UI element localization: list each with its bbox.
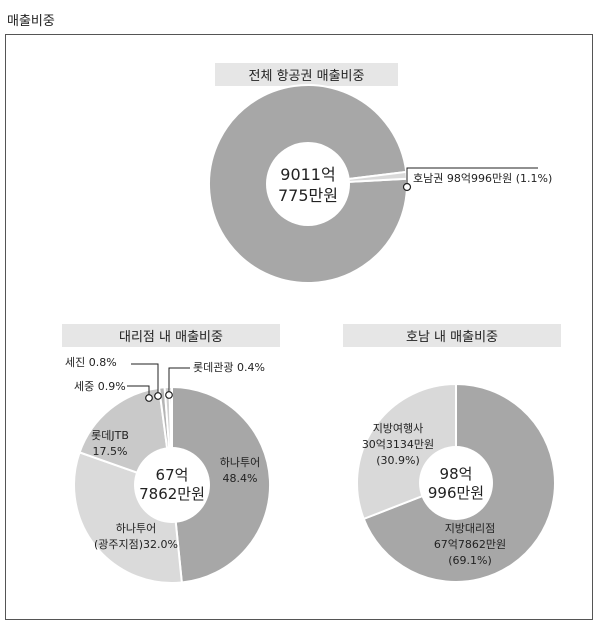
slice-pct-local-travel: (30.9%) (376, 454, 420, 467)
slice-label-local-travel: 지방여행사 (373, 422, 424, 435)
chart-title-box (62, 324, 280, 347)
page-heading: 매출비중 (7, 14, 55, 29)
center-label-line2: 775만원 (278, 186, 338, 205)
chart-honam: 호남 내 매출비중 98억 996만원 지방여행사 30억3134만원 (30.… (343, 324, 561, 583)
leader-line (406, 167, 538, 187)
donut-hole (266, 142, 350, 226)
chart-frame (5, 34, 593, 620)
leader-line-sejin (131, 363, 159, 396)
slice-value-hanatour-gwangju: (광주지점)32.0% (94, 538, 178, 551)
center-label-line2: 7862만원 (139, 485, 205, 503)
center-label-line1: 98억 (440, 465, 473, 483)
chart-title: 대리점 내 매출비중 (119, 330, 223, 345)
chart-title-box (215, 63, 398, 86)
slice-label-hanatour-gwangju: 하나투어 (116, 521, 156, 535)
leader-marker (402, 182, 412, 192)
chart-total: 전체 항공권 매출비중 9011억 775만원 호남권 98억996만원 (1.… (208, 63, 552, 284)
slice-pct-local-agency: (69.1%) (448, 554, 492, 567)
leader-marker-sejin (154, 392, 162, 400)
center-label-line1: 9011억 (280, 165, 335, 184)
leader-line-sejung (127, 385, 150, 398)
pie-slice-1 (171, 385, 272, 584)
leader-line-lottetour (168, 367, 190, 395)
donut-hole (134, 447, 210, 523)
slice-amount-local-agency: 67억7862만원 (434, 538, 506, 551)
slice-value-lottejtb: 17.5% (93, 445, 128, 458)
chart-title: 전체 항공권 매출비중 (249, 69, 365, 84)
leader-marker-lottetour (165, 391, 173, 399)
chart-agency: 대리점 내 매출비중 67억 7862만원 하나투어 48.4% 하나투어 (광… (62, 324, 280, 584)
donut-hole (419, 446, 493, 520)
slice-label-lottejtb: 롯데JTB (91, 429, 129, 442)
chart-title: 호남 내 매출비중 (406, 330, 498, 345)
slice-label-honam: 호남권 98억996만원 (1.1%) (413, 172, 552, 185)
center-label-line1: 67억 (156, 466, 189, 484)
chart-title-box (343, 324, 561, 347)
center-label-line2: 996만원 (428, 484, 484, 502)
slice-label-hanatour: 하나투어 (220, 455, 260, 469)
slice-label-sejung: 세중 0.9% (74, 380, 126, 393)
slice-amount-local-travel: 30억3134만원 (362, 438, 434, 451)
slice-label-lottetour: 롯데관광 0.4% (193, 361, 265, 374)
leader-marker-sejung (145, 394, 153, 402)
slice-label-local-agency: 지방대리점 (445, 522, 496, 535)
slice-label-sejin: 세진 0.8% (65, 356, 117, 369)
slice-value-hanatour: 48.4% (223, 472, 258, 485)
